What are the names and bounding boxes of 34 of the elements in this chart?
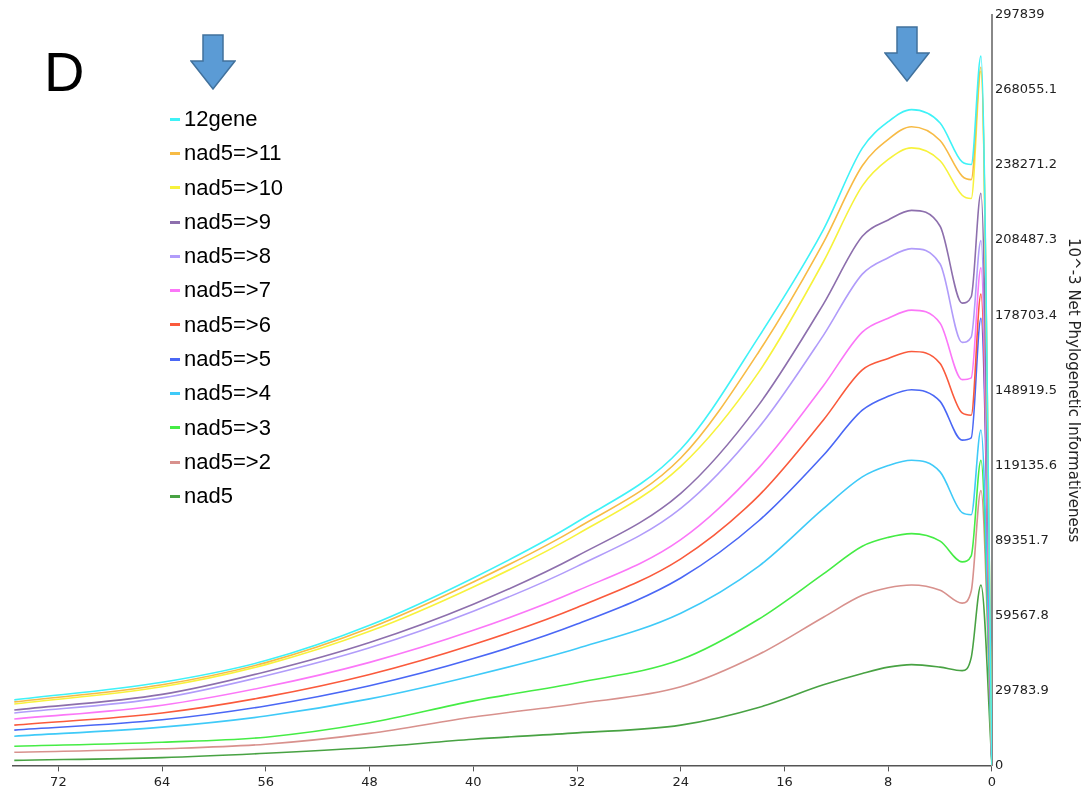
y-tick-label: 238271.2 xyxy=(994,156,1057,172)
y-axis-title: 10^-3 Net Phylogenetic Informativeness xyxy=(1065,237,1084,543)
y-tick-label: 119135.6 xyxy=(994,456,1057,472)
x-tick-label: 72 xyxy=(50,773,67,789)
legend-label: nad5=>2 xyxy=(184,447,271,476)
y-tick-label: 89351.7 xyxy=(994,531,1049,547)
legend-label: nad5=>7 xyxy=(184,276,271,305)
y-tick-label: 0 xyxy=(994,756,1004,772)
x-tick-label: 40 xyxy=(465,773,482,789)
y-tick-label: 178703.4 xyxy=(994,306,1057,322)
x-tick-label: 32 xyxy=(568,773,586,789)
legend-label: nad5=>5 xyxy=(184,345,271,374)
legend-label: nad5=>9 xyxy=(184,207,271,236)
legend-label: 12gene xyxy=(184,105,258,133)
y-tick-label: 268055.1 xyxy=(994,81,1057,97)
annotation: D xyxy=(44,40,85,103)
x-tick-label: 56 xyxy=(257,773,275,789)
legend-label: nad5=>4 xyxy=(184,379,271,408)
legend-label: nad5=>3 xyxy=(184,413,271,442)
y-tick-label: 208487.3 xyxy=(994,231,1057,247)
y-tick-label: 29783.9 xyxy=(994,681,1049,697)
y-tick-label: 297839 xyxy=(994,6,1045,22)
x-tick-label: 64 xyxy=(153,773,171,789)
y-tick-label: 148919.5 xyxy=(994,381,1057,397)
legend-label: nad5=>8 xyxy=(184,242,271,271)
x-tick-label: 16 xyxy=(776,773,793,789)
x-tick-label: 8 xyxy=(884,773,893,789)
legend-label: nad5=>6 xyxy=(184,310,271,339)
legend-label: nad5=>11 xyxy=(184,139,282,168)
x-tick-label: 48 xyxy=(361,773,378,789)
legend-label: nad5 xyxy=(184,482,233,511)
x-tick-label: 24 xyxy=(672,773,690,789)
legend-label: nad5=>10 xyxy=(184,173,284,202)
y-tick-label: 59567.8 xyxy=(994,606,1049,622)
